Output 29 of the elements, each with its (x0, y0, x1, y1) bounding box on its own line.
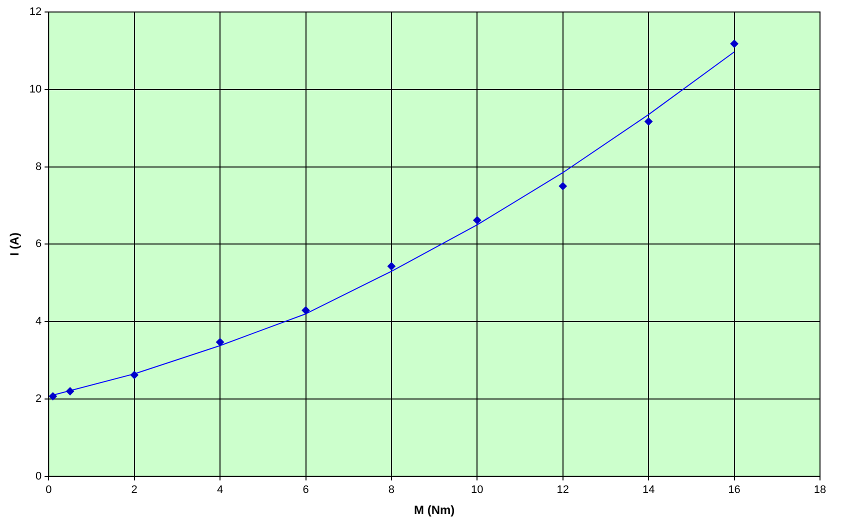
y-tick-label: 2 (36, 393, 42, 406)
point (473, 216, 482, 224)
x-tick-label: 14 (642, 484, 655, 496)
x-tick-label: 12 (556, 484, 570, 496)
x-tick-label: 4 (216, 484, 224, 496)
x-tick-label: 8 (388, 484, 395, 496)
x-axis-title: M (Nm) (414, 503, 455, 518)
x-tick-label: 2 (131, 484, 138, 496)
y-tick-label: 4 (36, 316, 42, 328)
x-tick-label: 0 (46, 484, 52, 496)
point (130, 371, 138, 380)
x-tick-label: 16 (728, 484, 740, 496)
y-axis-title: I (A) (8, 232, 22, 256)
y-tick-label: 10 (29, 83, 42, 96)
point (48, 392, 57, 400)
x-tick-label: 18 (814, 484, 826, 496)
x-tick-label: 6 (302, 484, 309, 496)
point (387, 262, 396, 270)
point (730, 40, 738, 48)
y-tick-label: 8 (36, 160, 42, 173)
point (558, 182, 567, 190)
y-tick-label: 6 (36, 238, 42, 250)
y-tick-label: 12 (29, 6, 42, 18)
point (302, 306, 310, 314)
point (644, 118, 653, 126)
y-tick-label: 0 (36, 470, 42, 482)
point (216, 338, 224, 346)
x-tick-label: 10 (471, 484, 484, 496)
point (66, 387, 74, 396)
